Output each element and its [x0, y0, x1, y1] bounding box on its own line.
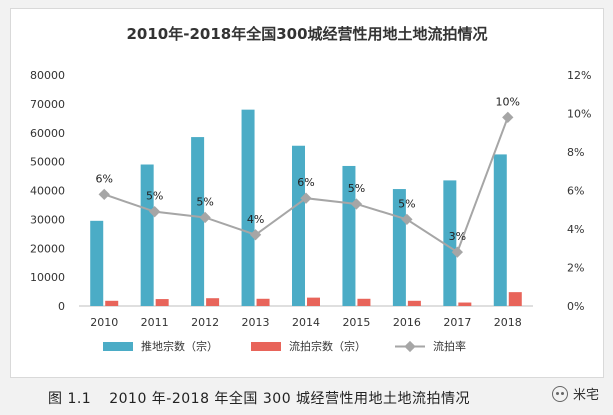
bar-failed-auction: [155, 299, 169, 306]
bar-land-supply: [191, 137, 205, 306]
x-tick-label: 2014: [292, 316, 320, 329]
y-left-tick-label: 50000: [30, 156, 65, 169]
rate-data-label: 5%: [196, 195, 213, 208]
y-left-tick-label: 40000: [30, 185, 65, 198]
y-left-tick-label: 10000: [30, 271, 65, 284]
rate-point: [249, 229, 262, 241]
y-left-axis: 0 10000 20000 30000 40000 50000 60000 70000 8000…: [30, 69, 65, 313]
bar-land-supply: [342, 165, 356, 306]
y-right-tick-label: 8%: [567, 146, 584, 159]
legend-land-supply-swatch: [103, 342, 133, 351]
chart-card: 2010年-2018年全国300城经营性用地土地流拍情况 0 10000 20000…: [10, 8, 604, 378]
legend: 推地宗数（宗） 流拍宗数（宗） 流拍率: [103, 339, 466, 353]
y-right-tick-label: 6%: [567, 185, 584, 198]
x-tick-label: 2011: [141, 316, 169, 329]
y-right-tick-label: 12%: [567, 69, 591, 82]
legend-failed-auction-label: 流拍宗数（宗）: [289, 339, 366, 353]
rate-line: 6% 5% 5% 4% 6% 5% 5% 3% 10%: [95, 95, 520, 258]
bar-failed-auction: [206, 298, 220, 306]
bar-land-supply: [443, 180, 457, 306]
x-tick-label: 2012: [191, 316, 219, 329]
bar-land-supply: [140, 164, 154, 306]
y-right-tick-label: 2%: [567, 262, 584, 275]
y-right-tick-label: 10%: [567, 108, 591, 121]
rate-data-label: 4%: [247, 213, 264, 226]
x-tick-label: 2013: [242, 316, 270, 329]
x-axis: 2010 2011 2012 2013 2014 2015 2016 2017 2018: [79, 305, 533, 329]
watermark: 米宅: [551, 384, 599, 403]
bar-failed-auction: [105, 300, 119, 306]
figure-number: 图 1.1: [48, 391, 92, 407]
y-left-tick-label: 70000: [30, 98, 65, 111]
rate-data-label: 5%: [146, 190, 163, 203]
legend-failed-auction-swatch: [251, 342, 281, 351]
legend-rate-marker: [404, 340, 416, 353]
x-tick-label: 2016: [393, 316, 421, 329]
x-tick-label: 2018: [494, 316, 522, 329]
bar-failed-auction: [307, 297, 320, 306]
x-tick-label: 2017: [443, 316, 471, 329]
legend-land-supply-label: 推地宗数（宗）: [141, 339, 218, 353]
rate-point: [502, 111, 514, 124]
watermark-text: 米宅: [572, 388, 599, 403]
rate-point: [401, 213, 413, 226]
rate-point: [451, 246, 463, 258]
bar-failed-auction: [256, 298, 270, 306]
y-right-axis: 0% 2% 4% 6% 8% 10% 12%: [567, 69, 591, 313]
y-right-tick-label: 4%: [567, 223, 584, 236]
rate-data-label: 5%: [348, 182, 365, 195]
legend-rate-label: 流拍率: [433, 339, 466, 353]
x-tick-label: 2015: [342, 316, 370, 329]
bar-land-supply: [241, 109, 255, 307]
rate-data-label: 6%: [297, 176, 314, 189]
figure-caption-text: 2010 年-2018 年全国 300 城经营性用地土地流拍情况: [109, 391, 471, 407]
y-right-tick-label: 0%: [567, 300, 584, 313]
rate-point: [350, 198, 363, 210]
y-left-tick-label: 0: [58, 300, 65, 313]
rate-data-label: 6%: [95, 172, 112, 185]
bar-land-supply: [292, 145, 305, 306]
rate-data-label: 5%: [398, 197, 415, 210]
rate-point: [149, 206, 161, 218]
y-left-tick-label: 20000: [30, 242, 65, 255]
wechat-icon: [551, 385, 568, 402]
bar-failed-auction: [508, 292, 522, 306]
rate-point: [199, 211, 211, 224]
bar-failed-auction: [458, 302, 472, 306]
chart-svg: 2010年-2018年全国300城经营性用地土地流拍情况 0 10000 20000…: [30, 25, 591, 353]
rate-point: [300, 192, 312, 204]
bar-failed-auction: [357, 298, 371, 306]
bar-land-supply: [90, 220, 104, 306]
bar-failed-auction: [407, 300, 421, 306]
y-left-tick-label: 30000: [30, 213, 65, 226]
rate-data-label: 10%: [496, 95, 520, 108]
y-left-tick-label: 60000: [30, 127, 65, 140]
rate-data-label: 3%: [449, 230, 466, 243]
figure-caption: 图 1.1 2010 年-2018 年全国 300 城经营性用地土地流拍情况: [48, 388, 470, 408]
x-tick-label: 2010: [90, 316, 118, 329]
chart-title: 2010年-2018年全国300城经营性用地土地流拍情况: [126, 25, 487, 43]
bar-land-supply: [493, 154, 507, 306]
rate-point: [98, 188, 110, 201]
y-left-tick-label: 80000: [30, 69, 65, 82]
